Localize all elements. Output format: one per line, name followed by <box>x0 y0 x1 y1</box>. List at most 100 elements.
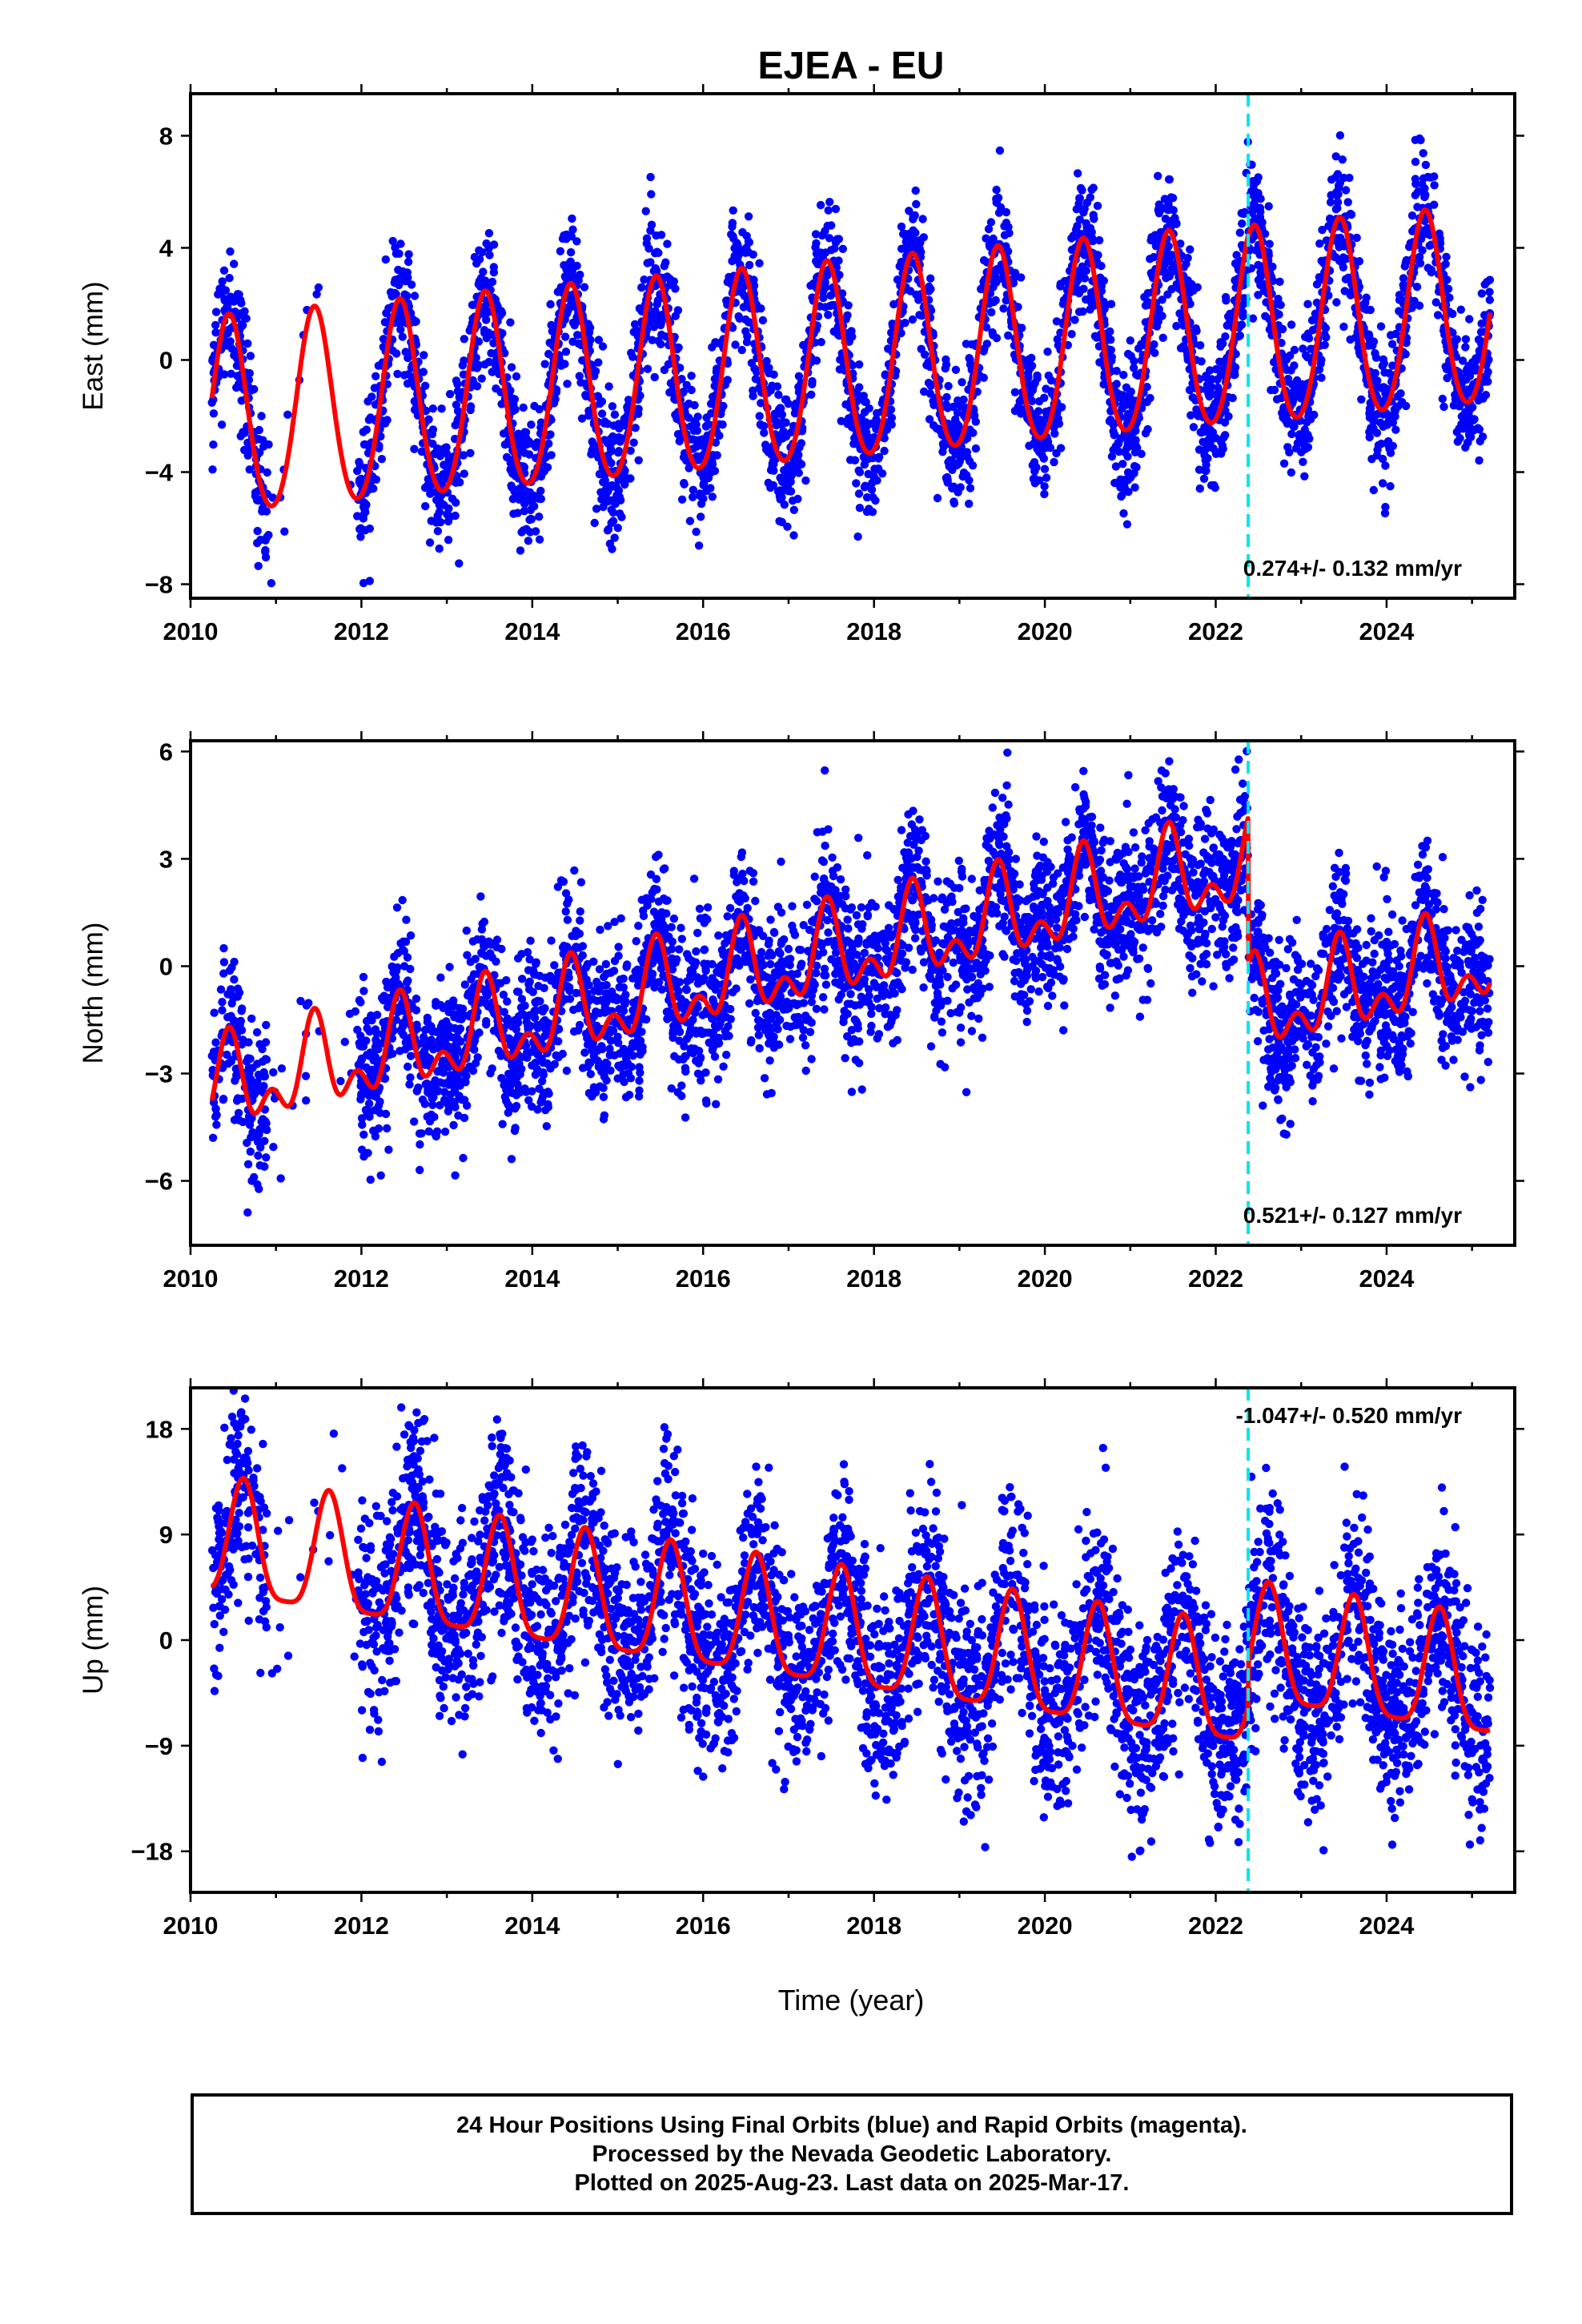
data-point <box>606 444 616 453</box>
data-point <box>1196 341 1205 350</box>
data-point <box>1206 425 1215 434</box>
data-point <box>1448 309 1457 319</box>
data-point <box>1335 131 1345 140</box>
data-point <box>1385 415 1394 424</box>
data-point <box>1010 388 1020 396</box>
data-point <box>1365 409 1374 418</box>
data-point <box>1106 327 1114 336</box>
data-point <box>734 243 743 253</box>
data-point <box>1379 359 1389 368</box>
data-point <box>844 301 853 310</box>
data-point <box>1150 231 1160 239</box>
data-point <box>664 360 673 369</box>
data-point <box>777 410 787 419</box>
data-point <box>741 327 750 336</box>
data-point <box>760 428 769 437</box>
data-point <box>775 517 784 525</box>
data-point <box>774 431 784 440</box>
data-point <box>359 578 368 588</box>
data-point <box>950 499 959 508</box>
data-point <box>1283 374 1293 384</box>
data-point <box>427 488 436 497</box>
data-point <box>1272 395 1282 404</box>
data-point <box>576 378 585 387</box>
data-point <box>1265 239 1274 248</box>
data-point <box>437 404 446 413</box>
data-point <box>677 495 687 504</box>
data-point <box>359 511 367 520</box>
data-point <box>233 372 242 380</box>
data-point <box>784 944 793 954</box>
data-point <box>692 527 701 537</box>
data-point <box>359 428 367 436</box>
data-point <box>1277 339 1286 348</box>
data-point <box>460 356 468 365</box>
data-point <box>1122 520 1132 529</box>
data-point <box>535 513 544 521</box>
data-point <box>838 244 848 253</box>
data-point <box>999 304 1008 313</box>
data-point <box>595 399 604 408</box>
data-point <box>643 364 652 373</box>
data-point <box>1345 173 1354 183</box>
data-point <box>356 533 365 541</box>
data-point <box>757 399 765 408</box>
data-point <box>527 515 536 524</box>
data-point <box>1386 448 1395 457</box>
data-point <box>1261 312 1270 320</box>
data-point <box>992 185 1001 195</box>
data-point <box>233 290 243 299</box>
data-point <box>1287 429 1296 439</box>
data-point <box>1411 175 1420 183</box>
data-point <box>1438 394 1447 404</box>
data-point <box>1201 373 1211 382</box>
data-point <box>1189 423 1199 432</box>
x-tick-label: 2012 <box>334 617 389 645</box>
data-point <box>230 259 239 268</box>
data-point <box>1370 935 1379 945</box>
data-point <box>629 438 638 447</box>
data-point <box>1111 462 1121 471</box>
data-point <box>1335 183 1343 192</box>
data-point <box>1318 225 1327 235</box>
data-point <box>312 290 321 299</box>
data-point <box>1332 298 1341 307</box>
data-point <box>1326 198 1335 207</box>
x-tick-label: 2016 <box>676 617 731 645</box>
data-point <box>1418 246 1427 255</box>
data-point <box>643 259 652 267</box>
data-point <box>995 146 1005 155</box>
data-point <box>1221 332 1230 341</box>
data-point <box>428 404 437 413</box>
data-point <box>989 234 998 243</box>
data-point <box>436 517 445 527</box>
data-point <box>854 489 864 498</box>
data-point <box>790 408 800 418</box>
data-point <box>649 323 659 332</box>
data-point <box>1341 186 1351 195</box>
data-point <box>848 332 857 341</box>
data-point <box>857 922 865 931</box>
data-point <box>376 432 385 441</box>
data-point <box>219 1096 227 1104</box>
data-point <box>934 877 942 886</box>
data-point <box>1460 1072 1469 1081</box>
data-point <box>1352 233 1361 243</box>
data-point <box>1249 181 1259 190</box>
data-point <box>915 311 924 320</box>
data-point <box>1331 152 1340 161</box>
data-point <box>1378 479 1387 488</box>
data-point <box>1340 287 1349 296</box>
data-point <box>789 505 798 514</box>
data-point <box>855 360 864 369</box>
data-point <box>550 961 559 970</box>
data-point <box>1380 509 1390 518</box>
data-point <box>1130 483 1139 492</box>
data-point <box>521 493 530 501</box>
data-point <box>1338 237 1347 246</box>
data-point <box>749 275 758 284</box>
data-point <box>1026 364 1034 373</box>
data-point <box>1381 461 1390 470</box>
data-point <box>1170 214 1179 223</box>
data-point <box>1285 448 1294 456</box>
